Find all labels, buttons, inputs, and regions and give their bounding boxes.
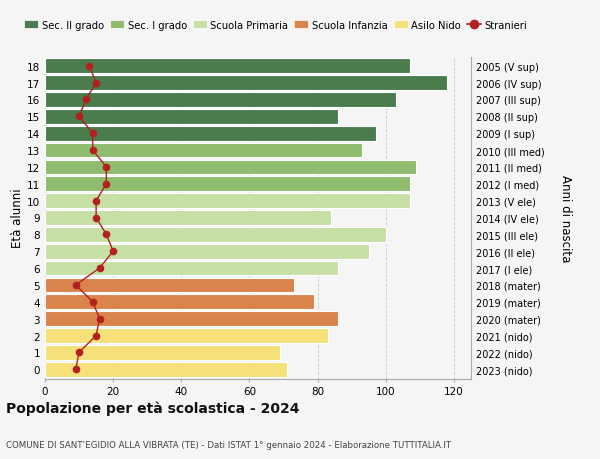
Bar: [45, 261, 338, 276]
Bar: [45, 143, 362, 158]
Bar: [45, 160, 416, 175]
Bar: [45, 127, 376, 141]
Bar: [45, 177, 410, 192]
Bar: [45, 59, 410, 74]
Bar: [45, 228, 386, 242]
Bar: [45, 312, 338, 326]
Legend: Sec. II grado, Sec. I grado, Scuola Primaria, Scuola Infanzia, Asilo Nido, Stran: Sec. II grado, Sec. I grado, Scuola Prim…: [25, 21, 527, 31]
Y-axis label: Età alunni: Età alunni: [11, 188, 24, 248]
Text: COMUNE DI SANT’EGIDIO ALLA VIBRATA (TE) - Dati ISTAT 1° gennaio 2024 - Elaborazi: COMUNE DI SANT’EGIDIO ALLA VIBRATA (TE) …: [6, 440, 451, 449]
Bar: [45, 93, 396, 108]
Bar: [45, 76, 447, 91]
Y-axis label: Anni di nascita: Anni di nascita: [559, 174, 571, 262]
Bar: [45, 244, 369, 259]
Bar: [45, 211, 331, 225]
Bar: [45, 328, 328, 343]
Bar: [45, 345, 280, 360]
Bar: [45, 110, 338, 124]
Bar: [45, 362, 287, 377]
Bar: [45, 295, 314, 309]
Bar: [45, 278, 294, 293]
Bar: [45, 194, 410, 208]
Text: Popolazione per età scolastica - 2024: Popolazione per età scolastica - 2024: [6, 401, 299, 415]
